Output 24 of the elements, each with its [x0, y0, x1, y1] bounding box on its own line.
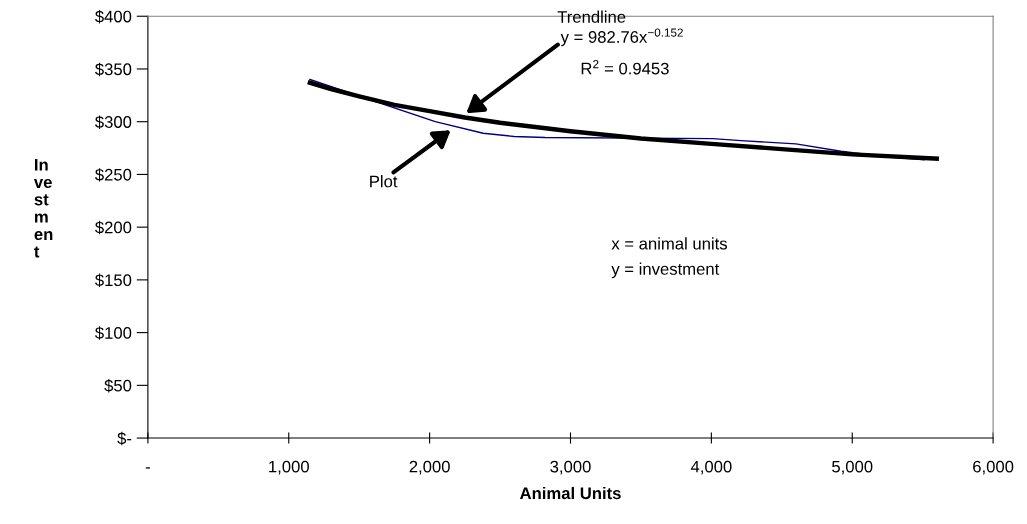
x-tick-label: 2,000: [409, 460, 450, 475]
y-tick-label: $300: [95, 115, 132, 129]
x-tick-label: 5,000: [832, 460, 873, 475]
y-tick-label: $100: [95, 326, 132, 340]
x-tick-label: 1,000: [269, 460, 309, 475]
y-tick-label: $50: [104, 379, 132, 393]
y-tick-label: $-: [117, 431, 132, 446]
y-tick-label: $400: [95, 9, 132, 24]
y-tick-label: $250: [95, 168, 132, 182]
annotation: Plot: [370, 175, 398, 188]
annotation: x = animal units: [611, 237, 728, 250]
y-tick-label: $350: [95, 62, 132, 77]
y-axis-title: In ve st m en t: [33, 159, 53, 258]
annotation: y = 982.76x$^{−0.152}$: [560, 28, 683, 47]
annotation: y = investment: [611, 262, 720, 279]
annotation: R$^{2}$ = 0.9453: [581, 60, 669, 75]
annotation: Trendline: [557, 10, 626, 23]
x-tick-label: 4,000: [690, 460, 732, 475]
x-tick-label: -: [145, 467, 150, 469]
x-tick-label: 6,000: [973, 460, 1014, 475]
y-tick-label: $150: [95, 273, 132, 288]
x-axis-title: Animal Units: [519, 486, 621, 500]
y-tick-label: $200: [95, 220, 132, 235]
x-tick-label: 3,000: [550, 460, 591, 475]
